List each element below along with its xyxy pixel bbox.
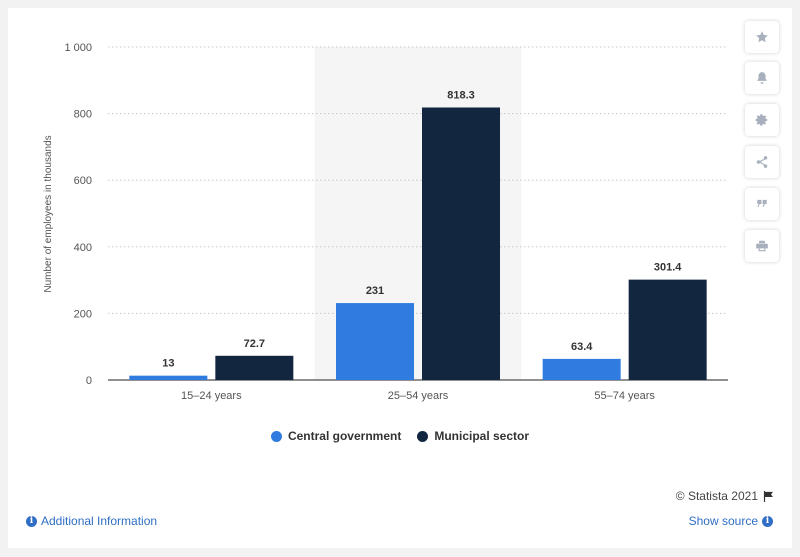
info-icon: i: [762, 515, 773, 527]
bar[interactable]: [129, 375, 208, 380]
legend-swatch: [270, 430, 282, 442]
y-tick-label: 800: [74, 109, 92, 121]
data-label: 72.7: [244, 338, 265, 350]
chart-legend: Central government Municipal sector: [0, 429, 800, 443]
bar[interactable]: [336, 303, 414, 380]
legend-item-municipal-sector[interactable]: Municipal sector: [417, 429, 529, 443]
notification-button[interactable]: [745, 62, 779, 94]
show-source-link[interactable]: Show source i: [689, 514, 773, 528]
additional-information-link[interactable]: i Additional Information: [26, 514, 157, 528]
settings-button[interactable]: [745, 104, 779, 136]
bell-icon: [757, 72, 767, 84]
y-tick-label: 400: [74, 242, 92, 254]
share-icon: [756, 156, 768, 168]
quote-icon: [757, 199, 767, 207]
data-label: 818.3: [447, 90, 475, 102]
share-button[interactable]: [745, 146, 779, 178]
legend-swatch: [417, 430, 429, 442]
cite-button[interactable]: [745, 188, 779, 220]
statista-credit[interactable]: © Statista 2021: [676, 489, 774, 503]
y-tick-label: 0: [86, 375, 92, 387]
legend-label: Municipal sector: [434, 429, 530, 443]
data-label: 301.4: [654, 262, 682, 274]
y-tick-label: 1 000: [64, 42, 92, 54]
bar[interactable]: [215, 355, 294, 380]
legend-label: Central government: [287, 429, 402, 443]
credit-text: © Statista 2021: [675, 489, 758, 503]
bar[interactable]: [542, 358, 621, 380]
star-icon: [756, 31, 768, 43]
info-icon: i: [26, 515, 37, 527]
print-icon: [756, 240, 768, 252]
data-label: 231: [366, 285, 384, 297]
flag-icon: [763, 490, 773, 502]
x-tick-label: 55–74 years: [594, 390, 655, 402]
x-tick-label: 25–54 years: [388, 390, 449, 402]
y-tick-label: 600: [74, 175, 92, 187]
additional-information-label: Additional Information: [41, 514, 158, 528]
bar[interactable]: [628, 279, 707, 380]
y-axis-label: Number of employees in thousands: [43, 135, 54, 292]
bar[interactable]: [422, 107, 500, 380]
x-tick-label: 15–24 years: [181, 390, 242, 402]
show-source-label: Show source: [688, 514, 758, 528]
legend-item-central-government[interactable]: Central government: [270, 429, 402, 443]
y-tick-label: 200: [74, 308, 92, 320]
data-label: 13: [162, 358, 174, 370]
favorite-button[interactable]: [745, 21, 779, 53]
data-label: 63.4: [571, 341, 593, 353]
gear-icon: [755, 114, 768, 126]
print-button[interactable]: [745, 230, 779, 262]
